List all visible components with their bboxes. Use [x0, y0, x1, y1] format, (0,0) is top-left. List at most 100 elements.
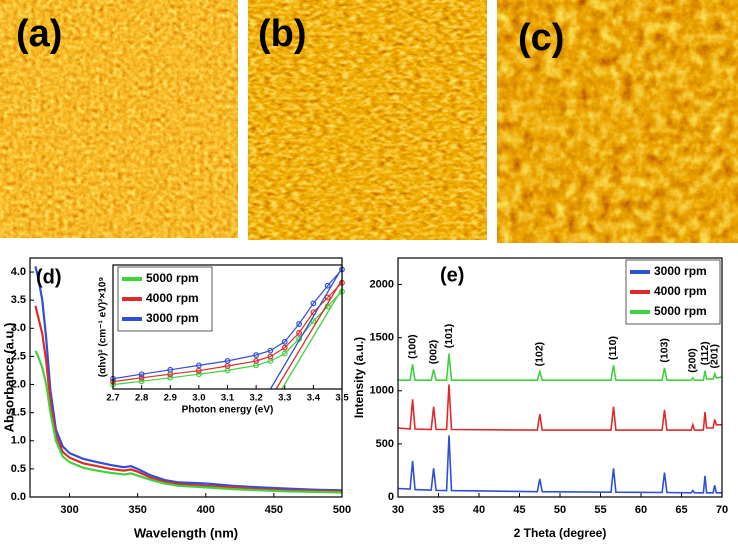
peak-label: (110)	[607, 336, 619, 360]
y-axis-label: (αhν)² (cm⁻¹ eV)²×10⁹	[98, 277, 109, 378]
y-tick-label: 0.0	[11, 491, 26, 503]
fit-line	[275, 279, 343, 390]
peak-label: (201)	[708, 344, 720, 369]
x-tick-label: 3.3	[278, 393, 291, 404]
peak-label: (102)	[534, 342, 546, 367]
series-line	[112, 291, 343, 386]
legend-label: 3000 rpm	[654, 264, 707, 278]
x-tick-label: 3.4	[307, 393, 321, 404]
data-point	[267, 353, 274, 360]
data-point	[267, 347, 274, 354]
y-axis-label: Absorbance (a.u.)	[1, 323, 16, 433]
legend-label: 5000 rpm	[146, 271, 199, 285]
peak-label: (112)	[699, 341, 711, 365]
x-tick-label: 3.1	[221, 393, 235, 404]
y-tick-label: 500	[376, 438, 394, 450]
x-tick-label: 3.2	[250, 393, 263, 404]
x-tick-label: 2.9	[164, 393, 177, 404]
peak-label: (100)	[406, 334, 418, 359]
panel-label: (b)	[258, 13, 307, 55]
series-line	[397, 435, 722, 494]
x-tick-label: 450	[265, 504, 283, 516]
panel-label: (a)	[16, 13, 62, 55]
y-tick-label: 1000	[370, 385, 394, 397]
data-point	[281, 344, 288, 351]
series-line	[112, 269, 343, 380]
x-tick-label: 2.7	[106, 393, 119, 404]
x-tick-label: 500	[333, 504, 351, 516]
y-tick-label: 4.0	[11, 266, 26, 278]
y-tick-label: 1.5	[11, 407, 26, 419]
y-tick-label: 3.5	[11, 294, 26, 306]
afm-image	[0, 0, 238, 238]
series-line	[34, 305, 343, 493]
y-tick-label: 2000	[370, 278, 394, 290]
data-point	[253, 358, 260, 364]
data-point	[281, 350, 288, 357]
panel-label: (c)	[518, 17, 564, 59]
y-tick-label: 1.0	[11, 435, 26, 447]
legend-label: 4000 rpm	[654, 284, 707, 298]
x-axis-label: Wavelength (nm)	[134, 525, 238, 540]
y-tick-label: 0	[388, 491, 394, 503]
data-point	[195, 371, 202, 378]
data-point	[281, 338, 288, 345]
peak-label: (103)	[658, 338, 670, 363]
x-tick-label: 45	[513, 504, 525, 516]
x-tick-label: 3.0	[192, 393, 205, 404]
x-tick-label: 60	[635, 504, 647, 516]
peak-label: (101)	[443, 324, 455, 349]
x-tick-label: 3.5	[335, 393, 349, 404]
x-tick-label: 2.8	[135, 393, 148, 404]
series-line	[112, 282, 343, 383]
y-tick-label: 0.5	[11, 463, 26, 475]
legend-label: 5000 rpm	[654, 304, 707, 318]
peak-label: (200)	[687, 348, 699, 373]
x-tick-label: 65	[675, 504, 687, 516]
x-axis-label: 2 Theta (degree)	[514, 526, 607, 540]
x-axis-label: Photon energy (eV)	[182, 405, 274, 416]
y-axis-label: Intensity (a.u.)	[352, 337, 366, 418]
data-point	[138, 371, 145, 378]
series-line	[397, 384, 722, 431]
data-point	[138, 374, 145, 381]
series-line	[398, 353, 723, 381]
data-point	[138, 378, 145, 385]
data-point	[195, 367, 202, 374]
data-point	[167, 366, 174, 373]
y-tick-label: 2.0	[11, 378, 26, 390]
x-tick-label: 35	[432, 504, 444, 516]
y-tick-label: 1500	[370, 332, 394, 344]
legend-label: 3000 rpm	[146, 311, 199, 325]
afm-image	[248, 0, 487, 240]
x-tick-label: 55	[594, 504, 606, 516]
peak-label: (002)	[427, 340, 439, 365]
x-tick-label: 50	[554, 504, 566, 516]
series-line	[34, 266, 343, 492]
x-tick-label: 40	[473, 504, 485, 516]
fit-line	[269, 267, 343, 390]
x-tick-label: 30	[392, 504, 404, 516]
x-tick-label: 400	[197, 504, 215, 516]
panel-label: (d)	[36, 266, 62, 288]
data-point	[296, 330, 302, 336]
plot-frame	[397, 257, 723, 498]
data-point	[296, 321, 302, 327]
x-tick-label: 300	[60, 504, 78, 516]
data-point	[167, 374, 174, 381]
data-point	[253, 352, 260, 358]
data-point	[310, 300, 317, 307]
data-point	[195, 362, 202, 369]
x-tick-label: 70	[716, 504, 728, 516]
data-point	[224, 358, 231, 364]
panel-label: (e)	[440, 264, 464, 286]
series-line	[34, 350, 343, 494]
x-tick-label: 350	[128, 504, 146, 516]
plot-frame	[112, 264, 343, 390]
data-point	[324, 294, 331, 301]
data-point	[324, 282, 331, 289]
y-tick-label: 2.5	[11, 350, 26, 362]
fit-line	[281, 288, 343, 390]
